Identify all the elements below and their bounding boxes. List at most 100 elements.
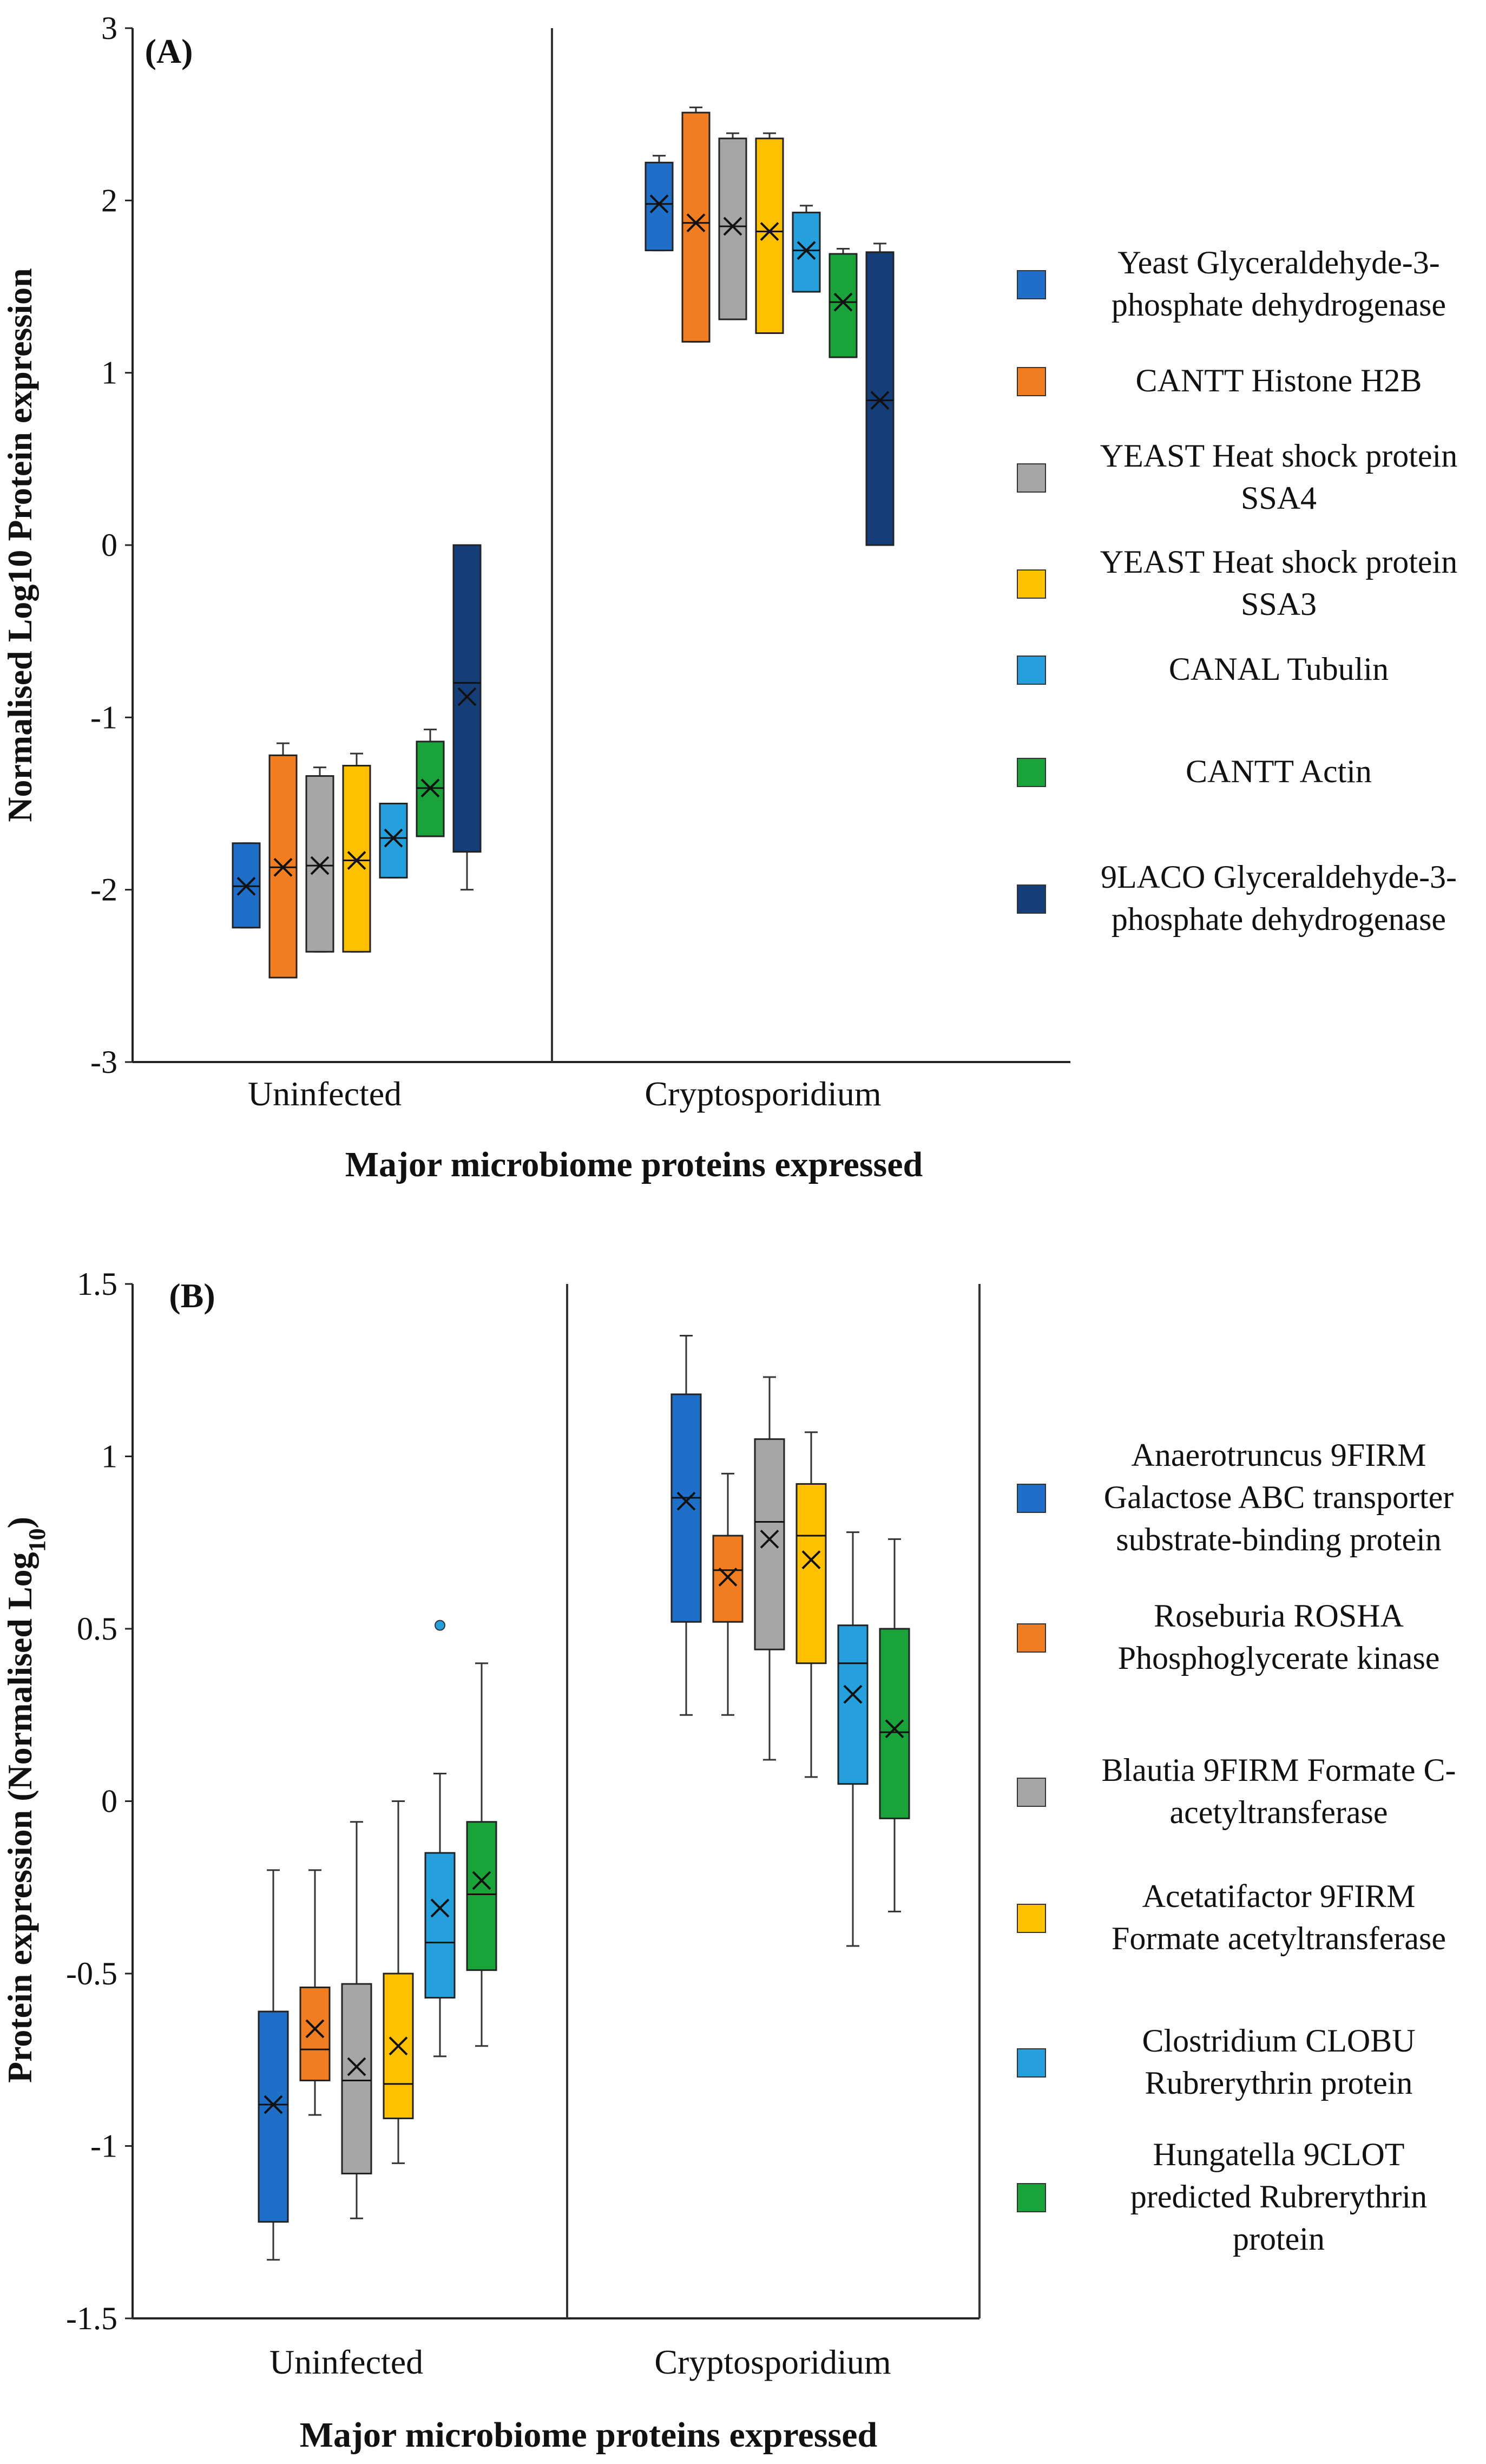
box-0-0 (258, 1869, 289, 2261)
y-tick-label: -1.5 (66, 2301, 117, 2336)
mean-marker (760, 222, 779, 241)
legend-swatch (1017, 1778, 1046, 1807)
legend-label: Anaerotruncus 9FIRM (1132, 1437, 1426, 1473)
y-tick-label: 0 (101, 527, 117, 563)
y-axis-title: Protein expression (Normalised Log10) (1, 1517, 50, 2083)
legend-label: CANAL Tubulin (1169, 651, 1389, 687)
legend-item: Anaerotruncus 9FIRM Galactose ABC transpo… (1017, 1437, 1454, 1557)
mean-marker (347, 851, 366, 870)
legend-swatch (1017, 884, 1046, 914)
box-body (466, 1821, 497, 1971)
mean-marker (430, 1898, 450, 1918)
y-tick-label: -1 (90, 699, 117, 735)
box-1-4 (837, 1531, 869, 1947)
legend-label: acetyltransferase (1169, 1794, 1388, 1830)
box-1-3 (755, 132, 784, 334)
box-0-6 (452, 544, 482, 891)
legend-label: Formate acetyltransferase (1112, 1921, 1446, 1956)
legend-label: Yeast Glyceraldehyde-3- (1117, 245, 1439, 280)
legend-swatch (1017, 1484, 1046, 1513)
box-0-3 (383, 1800, 414, 2164)
box-0-4 (379, 803, 408, 879)
legend-label: CANTT Histone H2B (1136, 363, 1422, 398)
box-0-4 (424, 1620, 456, 2057)
y-tick-label: 0 (101, 1784, 117, 1819)
x-category-label: Cryptosporidium (654, 2343, 891, 2381)
legend-label: Galactose ABC transporter (1104, 1479, 1454, 1515)
legend-label: SSA3 (1241, 586, 1317, 622)
box-0-2 (305, 766, 334, 953)
box-body (865, 251, 895, 546)
mean-marker (384, 828, 403, 848)
y-tick-label: -0.5 (66, 1956, 117, 1991)
mean-marker (273, 857, 293, 877)
legend-item: CANAL Tubulin (1017, 651, 1389, 687)
legend-item: YEAST Heat shock protein SSA4 (1017, 438, 1457, 516)
legend-label: phosphate dehydrogenase (1112, 287, 1446, 323)
box-body (879, 1628, 910, 1819)
box-body (645, 161, 674, 252)
box-1-4 (792, 205, 821, 293)
legend-label: SSA4 (1241, 480, 1317, 516)
box-0-2 (341, 1821, 372, 2219)
box-1-2 (754, 1376, 785, 1761)
panel-b-chart: 1.5 1 0.5 0 -0.5 -1 -1.5 (B) Uninfected Cryptospo… (1, 1266, 1456, 2455)
legend-label: phosphate dehydrogenase (1112, 901, 1446, 937)
mean-marker (686, 213, 706, 233)
box-1-0 (645, 155, 674, 252)
legend-swatch (1017, 463, 1046, 493)
box-1-3 (795, 1431, 827, 1778)
mean-marker (833, 292, 853, 312)
mean-marker (870, 391, 890, 410)
mean-marker (305, 2019, 325, 2039)
legend-swatch (1017, 270, 1046, 299)
y-tick-label: 0.5 (77, 1611, 117, 1647)
legend-label: YEAST Heat shock protein (1100, 544, 1457, 580)
box-body (452, 544, 482, 853)
x-category-label: Cryptosporidium (645, 1074, 881, 1113)
box-0-1 (299, 1869, 331, 2116)
box-body (754, 1438, 785, 1650)
legend-label: predicted Rubrerythrin (1130, 2179, 1427, 2214)
mean-marker (236, 876, 256, 896)
legend-label: Blautia 9FIRM Formate C- (1102, 1752, 1456, 1788)
legend-swatch (1017, 569, 1046, 599)
legend-label: substrate-binding protein (1116, 1522, 1442, 1557)
box-1-1 (681, 106, 711, 343)
box-1-5 (829, 247, 858, 358)
panel-a-chart: 3 2 1 0 -1 -2 -3 (A) Uninfected Cryptosporidium Ma… (1, 10, 1457, 1184)
legend-swatch (1017, 758, 1046, 787)
mean-marker (649, 194, 669, 214)
mean-marker (472, 1871, 491, 1890)
x-category-label: Uninfected (248, 1074, 402, 1113)
outlier-point (435, 1620, 445, 1631)
box-body (424, 1852, 456, 1999)
mean-marker (723, 217, 742, 236)
legend-swatch (1017, 2183, 1046, 2212)
box-body (670, 1393, 702, 1623)
legend-item: Acetatifactor 9FIRM Formate acetyltransfe… (1017, 1878, 1446, 1956)
x-axis-title: Major microbiome proteins expressed (345, 1145, 923, 1184)
box-body (829, 253, 858, 358)
mean-marker (347, 2057, 366, 2076)
legend-swatch (1017, 1623, 1046, 1653)
box-body (379, 803, 408, 879)
x-axis-title: Major microbiome proteins expressed (300, 2415, 877, 2455)
box-0-5 (416, 729, 445, 837)
y-tick-label: 1.5 (77, 1266, 117, 1302)
y-tick-label: -3 (90, 1044, 117, 1080)
box-body (755, 137, 784, 334)
mean-marker (760, 1529, 779, 1549)
box-1-6 (865, 243, 895, 546)
mean-marker (457, 687, 477, 706)
y-tick-label: 1 (101, 355, 117, 391)
box-body (792, 212, 821, 293)
box-body (837, 1624, 869, 1785)
box-1-1 (712, 1472, 744, 1716)
box-0-0 (232, 842, 261, 929)
legend-label: YEAST Heat shock protein (1100, 438, 1457, 474)
box-body (795, 1483, 827, 1664)
y-tick-label: -1 (90, 2128, 117, 2164)
box-body (342, 764, 371, 953)
